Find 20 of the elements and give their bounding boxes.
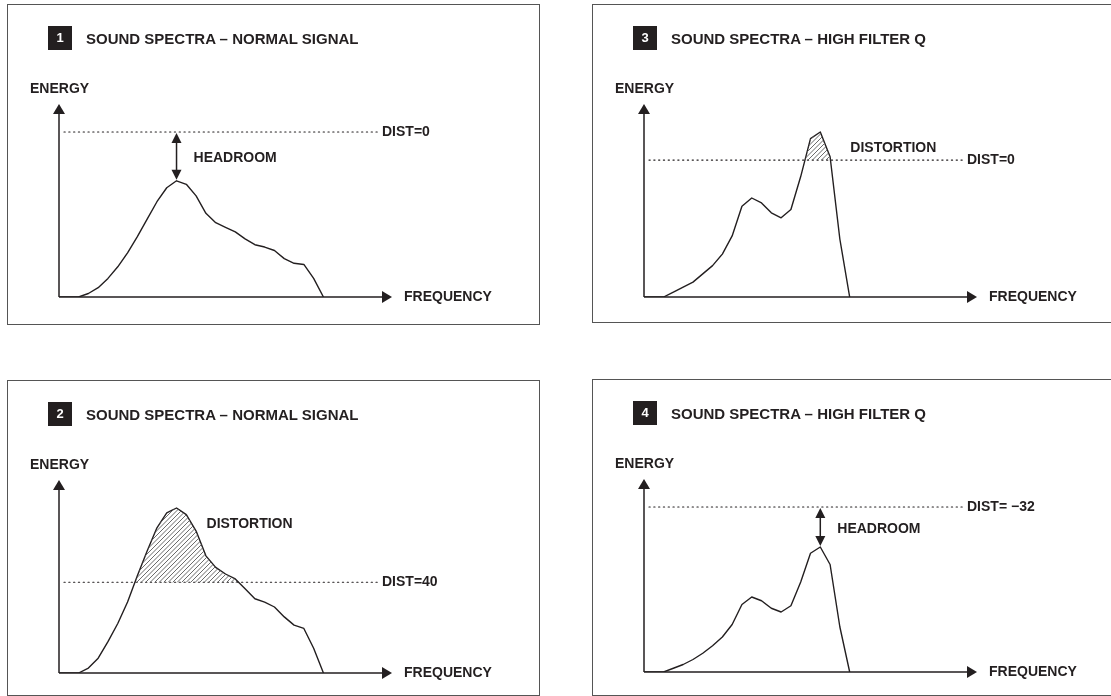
annotation: DISTORTION xyxy=(850,138,937,155)
x-axis-title: FREQUENCY xyxy=(989,287,1078,304)
text: HEADROOM xyxy=(193,149,277,166)
chart-title: 4 SOUND SPECTRA – HIGH FILTER Q xyxy=(641,404,927,422)
chart-title: 3 SOUND SPECTRA – HIGH FILTER Q xyxy=(641,29,927,47)
chart-title: 2 SOUND SPECTRA – NORMAL SIGNAL xyxy=(56,405,359,423)
annotation: DISTORTION xyxy=(206,514,293,531)
y-axis-title: ENERGY xyxy=(30,79,90,96)
annotation: DIST=40 xyxy=(382,573,438,590)
text: DIST= −32 xyxy=(967,497,1035,514)
annotation: DIST=0 xyxy=(967,150,1016,167)
y-axis-title: ENERGY xyxy=(30,455,90,472)
x-axis-title: FREQUENCY xyxy=(404,663,493,680)
text: HEADROOM xyxy=(837,519,921,536)
x-axis-title: FREQUENCY xyxy=(404,287,493,304)
chart-title: 1 SOUND SPECTRA – NORMAL SIGNAL xyxy=(56,29,359,47)
x-axis-title: FREQUENCY xyxy=(989,662,1078,679)
y-axis-title: ENERGY xyxy=(615,79,675,96)
text: DIST=0 xyxy=(382,122,431,139)
y-axis-title: ENERGY xyxy=(615,454,675,471)
